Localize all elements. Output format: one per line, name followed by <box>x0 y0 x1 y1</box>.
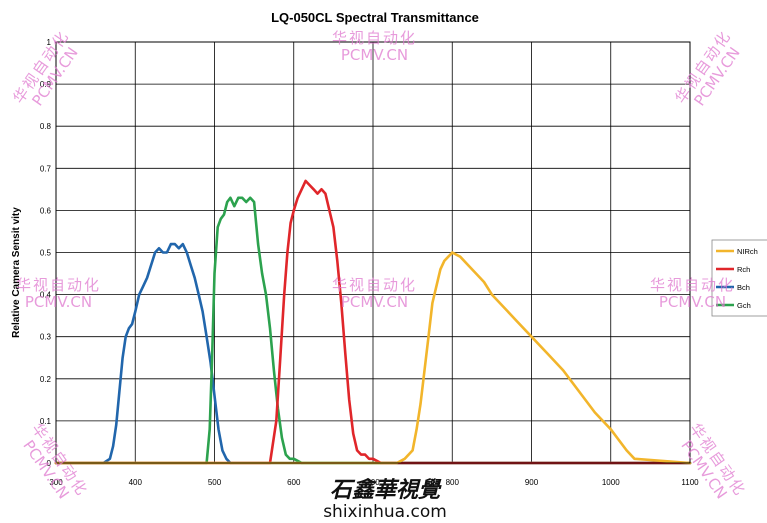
y-tick-label-5: 0.5 <box>40 249 52 258</box>
watermark-top-center: 华视自动化 PCMV.CN <box>332 29 418 64</box>
credit-watermark: 石鑫華視覺 shixinhua.com <box>310 478 460 522</box>
legend-box <box>711 239 767 317</box>
legend-label-bch: Bch <box>737 283 750 292</box>
x-tick-label-1: 400 <box>129 478 143 487</box>
credit-site: shixinhua.com <box>323 502 447 522</box>
credit-signature: 石鑫華視覺 <box>329 477 440 503</box>
y-tick-label-9: 0.9 <box>40 80 52 89</box>
legend-label-nirch: NIRch <box>737 247 758 256</box>
series-lines <box>54 179 692 465</box>
x-tick-label-4: 700 <box>366 478 380 487</box>
grid <box>55 41 691 464</box>
series-line-nirch <box>54 251 692 465</box>
x-tick-label-6: 900 <box>525 478 539 487</box>
y-tick-label-3: 0.3 <box>40 333 52 342</box>
x-tick-label-5: 800 <box>446 478 460 487</box>
series-line-rch <box>54 179 692 465</box>
watermark-right-middle: 华视自动化 PCMV.CN <box>650 276 736 311</box>
x-tick-label-3: 600 <box>287 478 301 487</box>
y-tick-label-6: 0.6 <box>40 206 52 215</box>
x-tick-label-8: 1100 <box>681 478 699 487</box>
x-tick-label-0: 300 <box>49 478 63 487</box>
chart-title: LQ-050CL Spectral Transmittance <box>271 10 479 25</box>
y-tick-label-4: 0.4 <box>40 291 52 300</box>
y-tick-label-8: 0.8 <box>40 122 52 131</box>
x-tick-label-7: 1000 <box>602 478 620 487</box>
y-tick-label-1: 0.1 <box>40 417 52 426</box>
y-tick-label-2: 0.2 <box>40 375 52 384</box>
series-line-gch <box>54 196 692 465</box>
legend: NIRch Rch Bch Gch <box>711 239 767 317</box>
watermark-left-middle: 华视自动化 PCMV.CN <box>16 276 102 311</box>
y-tick-label-10: 1 <box>47 38 52 47</box>
legend-label-rch: Rch <box>737 265 750 274</box>
tick-labels: 0 0.1 0.2 0.3 0.4 0.5 0.6 0.7 0.8 0.9 1 300 400 500 60… <box>40 38 699 487</box>
plot-frame <box>55 41 691 464</box>
y-tick-label-0: 0 <box>47 459 52 468</box>
legend-label-gch: Gch <box>737 301 751 310</box>
y-axis-label: Relative Camera Sensit vity <box>11 207 22 338</box>
y-tick-label-7: 0.7 <box>40 164 52 173</box>
x-tick-label-2: 500 <box>208 478 222 487</box>
watermark-center: 华视自动化 PCMV.CN <box>332 276 418 311</box>
